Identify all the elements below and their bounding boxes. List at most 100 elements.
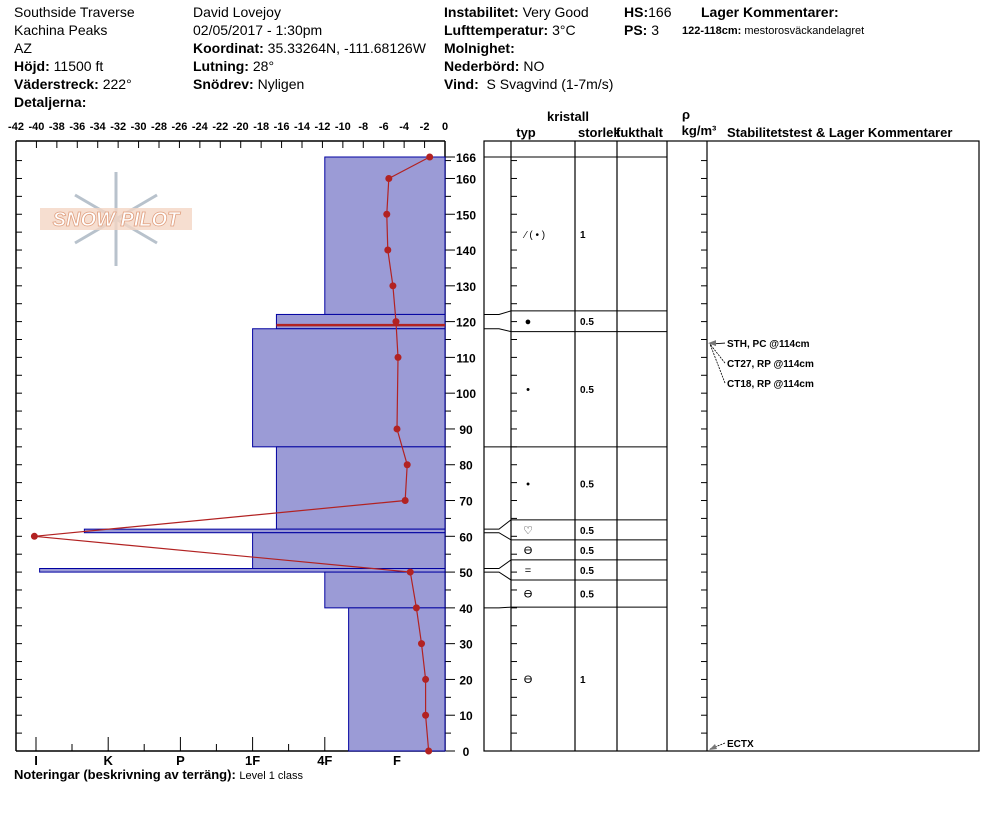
hardness-layer <box>348 607 446 752</box>
height-tick-label: 90 <box>459 423 473 437</box>
temperature-point <box>422 675 430 683</box>
temp-tick-label: -2 <box>420 121 430 133</box>
temp-tick-label: -26 <box>171 121 187 133</box>
temp-tick-label: -34 <box>90 121 107 133</box>
hardness-layer <box>324 156 446 315</box>
stability-test: STH, PC @114cm <box>727 339 810 350</box>
grain-type-icon: ● <box>525 316 532 328</box>
temp-tick-label: -8 <box>358 121 368 133</box>
height-tick-label: 110 <box>456 351 476 365</box>
temp-tick-label: -16 <box>274 121 290 133</box>
temp-tick-label: -42 <box>8 121 24 133</box>
hardness-label-P: P <box>176 753 185 768</box>
temperature-point <box>401 497 409 505</box>
hardness-layer <box>83 528 446 534</box>
temp-tick-label: -18 <box>253 121 269 133</box>
temp-tick-label: -28 <box>151 121 167 133</box>
height-tick-label: 20 <box>459 673 473 687</box>
temperature-point <box>30 532 38 540</box>
height-tick-label: 100 <box>456 387 476 401</box>
temp-tick-label: 0 <box>442 121 448 133</box>
temperature-point <box>389 282 397 290</box>
header-storlek: storlek <box>578 125 621 140</box>
height-tick-label: 50 <box>459 566 473 580</box>
temperature-point <box>426 153 434 161</box>
instability: Instabilitet: Very Good <box>444 4 589 20</box>
grain-size: 1 <box>580 230 586 241</box>
temperature-point <box>406 568 414 576</box>
temp-tick-label: -30 <box>131 121 147 133</box>
grain-type-icon: Ө <box>524 589 533 601</box>
temp-tick-label: -12 <box>314 121 330 133</box>
svg-text:SNOW PILOT: SNOW PILOT <box>53 209 181 231</box>
height-tick-label: 30 <box>459 638 473 652</box>
height-tick-label: 40 <box>459 602 473 616</box>
height-tick-label: 0 <box>463 745 470 759</box>
temp-tick-label: -38 <box>49 121 65 133</box>
layer-boundary <box>484 532 667 541</box>
height-tick-label: 166 <box>456 151 476 165</box>
hardness-layer <box>252 328 446 448</box>
layer-boundary <box>484 571 667 581</box>
coordinates: Koordinat: 35.33264N, -111.68126W <box>193 40 426 56</box>
slope: Lutning: 28° <box>193 58 275 74</box>
layer-boundary <box>484 559 667 570</box>
temperature-point <box>422 711 430 719</box>
range: Kachina Peaks <box>14 22 108 38</box>
temp-tick-label: -14 <box>294 121 311 133</box>
grain-type-icon: • <box>526 384 530 396</box>
temperature-point <box>393 425 401 433</box>
temp-tick-label: -22 <box>212 121 228 133</box>
precip: Nederbörd: NO <box>444 58 545 74</box>
height-tick-label: 160 <box>456 172 476 186</box>
grain-type-icon: Ө <box>524 674 533 686</box>
air-temp: Lufttemperatur: 3°C <box>444 22 576 38</box>
height-tick-label: 140 <box>456 244 476 258</box>
hardness-label-1F: 1F <box>245 753 260 768</box>
observer: David Lovejoy <box>193 4 281 20</box>
grain-size: 0.5 <box>580 385 594 396</box>
grain-size: 0.5 <box>580 590 594 601</box>
temp-tick-label: -4 <box>399 121 410 133</box>
wind: Vind: S Svagvind (1-7m/s) <box>444 76 614 92</box>
grain-type-icon: • <box>526 478 530 490</box>
grain-type-icon: ⁄ ( • ) <box>522 230 545 241</box>
temperature-point <box>394 353 402 361</box>
layer-boundary <box>484 606 667 609</box>
grain-type-icon: ♡ <box>523 525 533 537</box>
header-density: kg/m³ <box>682 123 717 138</box>
layer-comment: 122-118cm: mestorosväckandelagret <box>682 25 865 37</box>
ps: PS: 3 <box>624 22 660 38</box>
grain-size: 0.5 <box>580 546 594 557</box>
temperature-point <box>403 461 411 469</box>
grain-size: 1 <box>580 675 586 686</box>
arrow-head-icon <box>709 744 717 750</box>
temperature-point <box>412 604 420 612</box>
temperature-point <box>392 318 400 326</box>
grain-size: 0.5 <box>580 566 594 577</box>
height-tick-label: 130 <box>456 280 476 294</box>
header-kristall: kristall <box>547 109 589 124</box>
stability-test: CT27, RP @114cm <box>727 359 814 370</box>
hs: HS:166 <box>624 4 672 20</box>
temperature-point <box>425 747 433 755</box>
hardness-label-I: I <box>34 753 38 768</box>
temperature-point <box>385 174 393 182</box>
elevation: Höjd: 11500 ft <box>14 58 104 74</box>
wind-drift: Snödrev: Nyligen <box>193 76 305 92</box>
temperature-point <box>384 246 392 254</box>
grain-size: 0.5 <box>580 317 594 328</box>
height-tick-label: 120 <box>456 316 476 330</box>
hardness-layer <box>324 571 446 609</box>
stability-test: ECTX <box>727 739 754 750</box>
aspect: Väderstreck: 222° <box>14 76 132 92</box>
test-arrow <box>709 343 726 384</box>
hardness-layer <box>275 313 446 330</box>
grain-type-icon: = <box>525 565 531 577</box>
temp-tick-label: -40 <box>28 121 44 133</box>
sky: Molnighet: <box>444 40 515 56</box>
height-tick-label: 70 <box>459 495 473 509</box>
height-tick-label: 10 <box>459 709 473 723</box>
